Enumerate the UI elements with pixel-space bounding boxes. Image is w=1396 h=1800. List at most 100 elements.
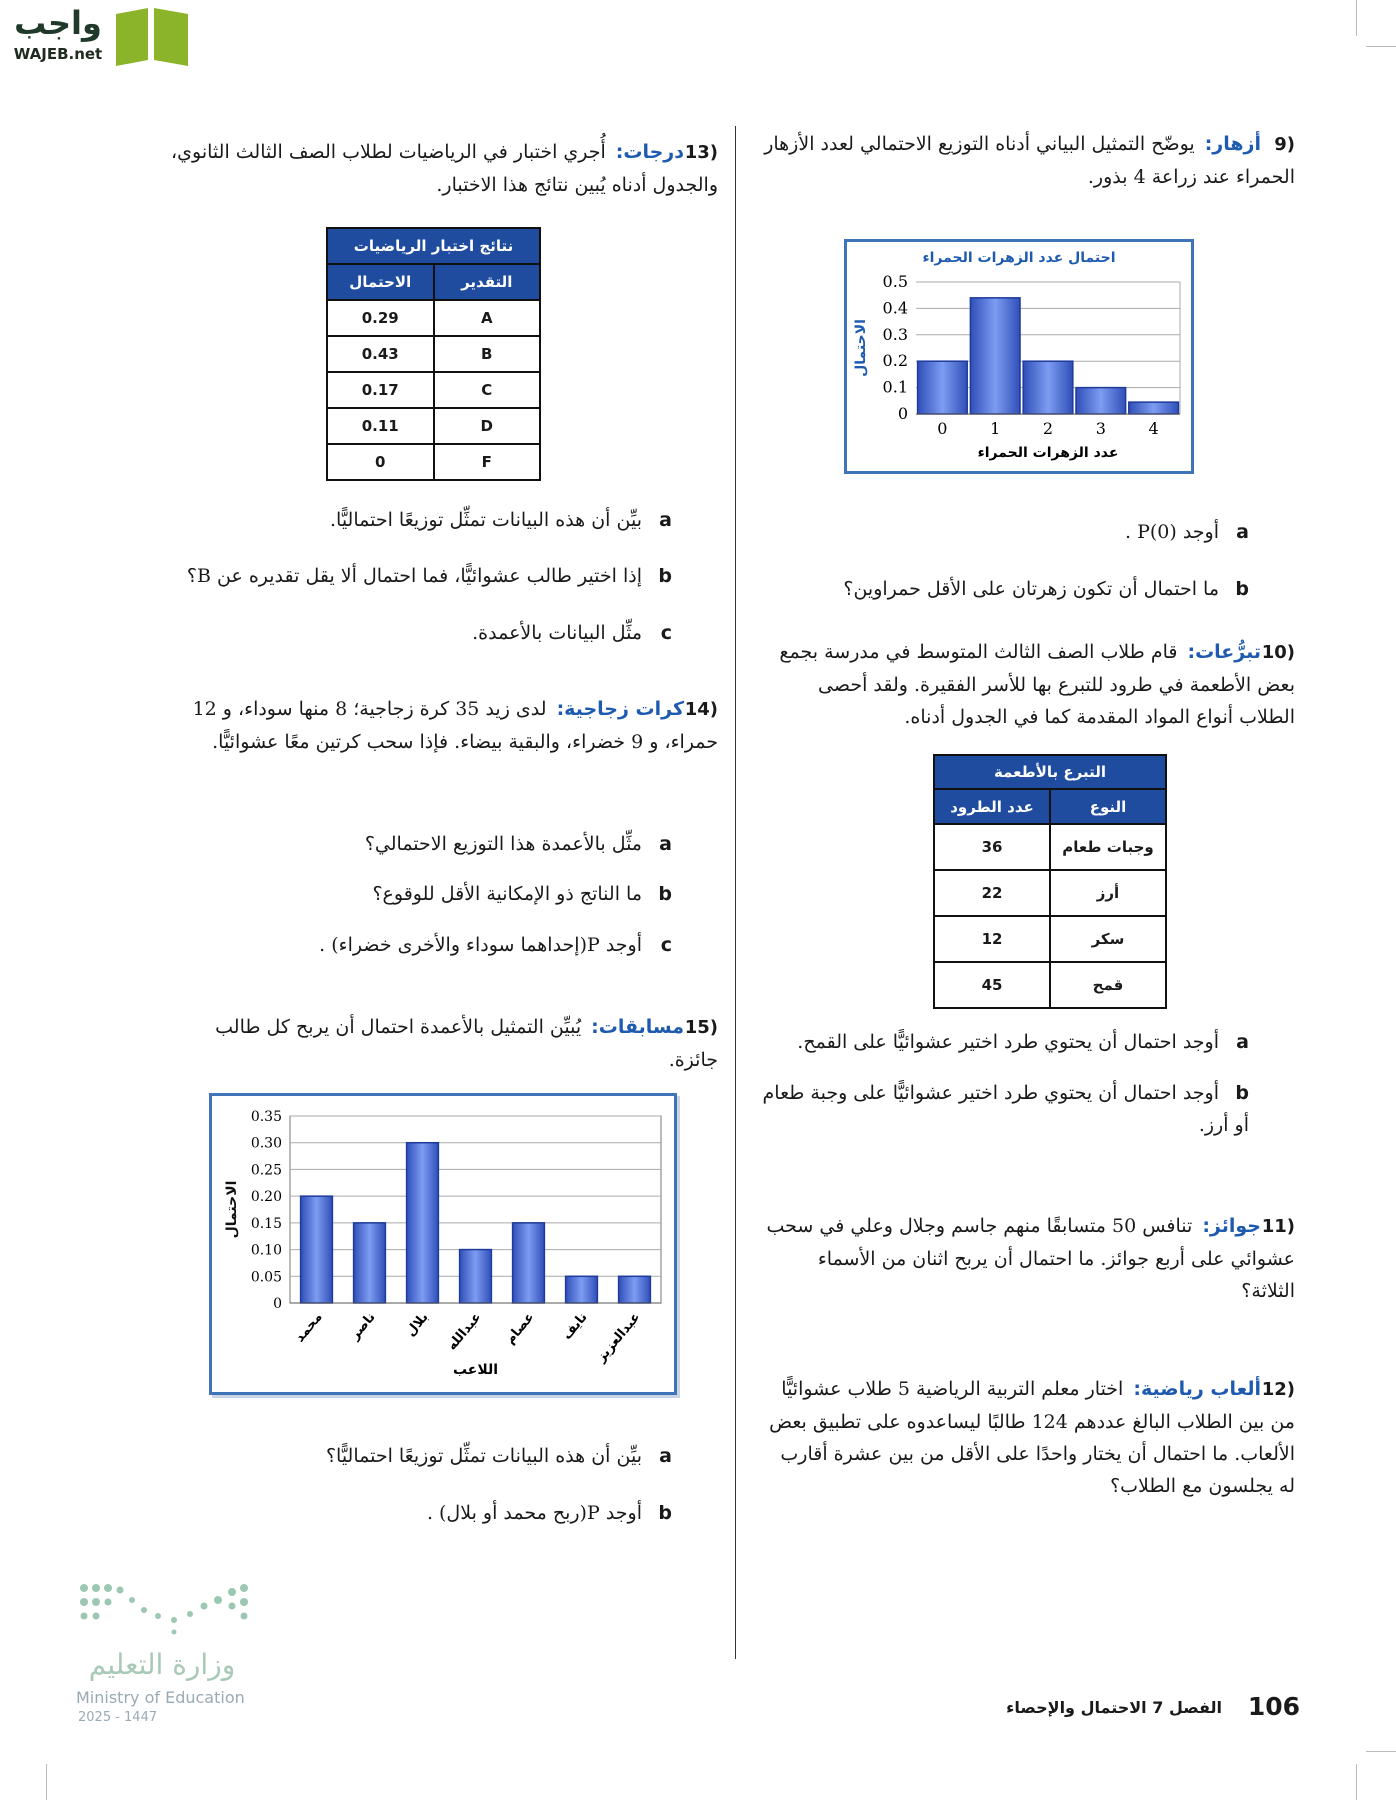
exercise-title: كرات زجاجية:	[556, 698, 684, 720]
part-text: إذا اختير طالب عشوائيًّا، فما احتمال ألا…	[186, 565, 642, 587]
exercise-number: 13)	[684, 142, 718, 163]
table-cell: 22	[933, 869, 1051, 917]
exercise-text: 15)مسابقات:يُبيِّن التمثيل بالأعمدة احتم…	[170, 1011, 718, 1076]
column-divider	[735, 126, 736, 1659]
y-tick-label: 0.15	[251, 1216, 282, 1232]
chart-title: احتمال عدد الزهرات الحمراء	[922, 250, 1115, 266]
exercise-number: 15)	[684, 1017, 718, 1038]
table-cell: 0	[326, 443, 435, 481]
exercise-part: b ما احتمال أن تكون زهرتان على الأقل حمرا…	[760, 573, 1249, 605]
bar	[405, 1141, 440, 1304]
ministry-year: 2025 - 1447	[78, 1710, 158, 1725]
exercise-part: a مثِّل بالأعمدة هذا التوزيع الاحتمالي؟	[170, 828, 672, 860]
exercise-part: b إذا اختير طالب عشوائيًّا، فما احتمال أل…	[170, 560, 672, 592]
part-label: a	[1236, 521, 1249, 543]
x-tick-label: 0	[937, 419, 947, 438]
table-cell: 0.29	[326, 299, 435, 337]
exercise-part: b ما الناتج ذو الإمكانية الأقل للوقوع؟	[170, 878, 672, 910]
y-tick-label: 0.10	[251, 1243, 282, 1259]
table-cell: F	[432, 443, 541, 481]
exercise-text: 10)تبرُّعات:قام طلاب الصف الثالث المتوسط…	[760, 636, 1295, 733]
page-number: 106	[1247, 1692, 1300, 1721]
ministry-name-ar: وزارة التعليم	[88, 1648, 236, 1681]
table-row: C 0.17	[326, 371, 541, 409]
part-label: c	[660, 622, 672, 644]
y-tick-label: 0	[898, 404, 908, 423]
table-header-row: النوع عدد الطرود	[933, 788, 1167, 825]
crop-mark	[1356, 1764, 1357, 1800]
logo-book	[116, 8, 148, 66]
y-tick-label: 0.2	[883, 351, 908, 370]
table-cell: أرز	[1049, 869, 1167, 917]
part-label: a	[1236, 1031, 1249, 1053]
table-cell: B	[432, 335, 541, 373]
bar	[1022, 360, 1074, 415]
part-text: أوجد احتمال أن يحتوي طرد اختير عشوائيًّا…	[762, 1082, 1249, 1136]
y-tick-label: 0.05	[251, 1269, 282, 1285]
logo-arabic: واجب	[14, 4, 102, 42]
part-label: a	[659, 833, 672, 855]
exercise-number: 10)	[1261, 642, 1295, 663]
exercise-body: لدى زيد 35 كرة زجاجية؛ 8 منها سوداء، و 1…	[192, 698, 718, 753]
table-header: التقدير	[432, 263, 541, 301]
table-cell: 36	[933, 823, 1051, 871]
exercise-body: اختار معلم التربية الرياضية 5 طلاب عشوائ…	[769, 1378, 1295, 1497]
part-text: ما الناتج ذو الإمكانية الأقل للوقوع؟	[372, 883, 642, 905]
bar	[352, 1222, 387, 1304]
bar	[564, 1275, 599, 1304]
table-title: نتائج اختبار الرياضيات	[326, 227, 541, 265]
table-row: B 0.43	[326, 335, 541, 373]
table-cell: 12	[933, 915, 1051, 963]
y-tick-label: 0.4	[883, 298, 908, 317]
crop-mark	[46, 1764, 47, 1800]
x-tick-label: 1	[990, 419, 1000, 438]
exercise-text: 11)جوائز:تنافس 50 متسابقًا منهم جاسم وجل…	[760, 1210, 1295, 1307]
table-cell: 45	[933, 961, 1051, 1009]
exercise-part: bأوجد احتمال أن يحتوي طرد اختير عشوائيًّ…	[760, 1077, 1249, 1141]
part-label: b	[1235, 1082, 1249, 1104]
part-text: بيِّن أن هذه البيانات تمثِّل توزيعًا احت…	[325, 1445, 642, 1467]
y-tick-label: 0.20	[251, 1189, 282, 1205]
chapter-title: الاحتمال والإحصاء	[1006, 1698, 1147, 1717]
exercise-number: 14)	[684, 699, 718, 720]
table-row: وجبات طعام 36	[933, 823, 1167, 871]
part-label: a	[659, 509, 672, 531]
ministry-name-en: Ministry of Education	[76, 1688, 245, 1707]
exercise-body: يُبيِّن التمثيل بالأعمدة احتمال أن يربح …	[215, 1016, 718, 1071]
part-text: أوجد P(ربح محمد أو بلال) .	[426, 1502, 642, 1524]
table-title-row: التبرع بالأطعمة	[933, 754, 1167, 790]
exercise-part: a بيِّن أن هذه البيانات تمثِّل توزيعًا اح…	[170, 1440, 672, 1472]
exercise-number: 9)	[1274, 134, 1295, 155]
part-text: أوجد P(0) .	[1124, 521, 1219, 543]
exercise-title: جوائز:	[1202, 1215, 1261, 1237]
exercise-title: أزهار:	[1204, 133, 1261, 155]
chapter-footer: الفصل 7 الاحتمال والإحصاء	[1006, 1698, 1222, 1717]
table-header: عدد الطرود	[933, 788, 1051, 825]
table-row: قمح 45	[933, 961, 1167, 1009]
y-tick-label: 0.1	[883, 378, 908, 397]
bar	[299, 1195, 334, 1304]
part-label: b	[658, 1502, 672, 1524]
y-tick-label: 0.35	[251, 1109, 282, 1125]
x-tick-label: محمد	[292, 1310, 325, 1345]
y-tick-label: 0.30	[251, 1136, 282, 1152]
table-title-row: نتائج اختبار الرياضيات	[326, 227, 541, 265]
exercise-number: 11)	[1261, 1216, 1295, 1237]
exercise-part: a أوجد احتمال أن يحتوي طرد اختير عشوائيًّ…	[760, 1026, 1249, 1058]
exercise-text: 12)ألعاب رياضية:اختار معلم التربية الريا…	[760, 1373, 1295, 1502]
crop-mark	[1366, 1751, 1396, 1752]
x-tick-label: 2	[1043, 419, 1053, 438]
data-table: نتائج اختبار الرياضيات التقدير الاحتمال A 0.…	[326, 227, 541, 481]
bar	[617, 1275, 652, 1304]
exercise-body: يوضّح التمثيل البياني أدناه التوزيع الاح…	[764, 133, 1295, 188]
crop-mark	[1366, 46, 1396, 47]
exercise-title: ألعاب رياضية:	[1133, 1378, 1261, 1400]
exercise-number: 12)	[1261, 1379, 1295, 1400]
table-row: أرز 22	[933, 869, 1167, 917]
y-axis-title: الاحتمال	[853, 319, 869, 377]
part-label: a	[659, 1445, 672, 1467]
y-tick-label: 0.5	[883, 272, 908, 291]
exercise-title: تبرُّعات:	[1187, 641, 1261, 663]
bar	[511, 1222, 546, 1304]
